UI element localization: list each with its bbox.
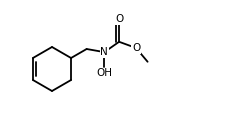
Text: O: O — [132, 43, 140, 53]
Text: O: O — [115, 14, 123, 24]
Text: N: N — [100, 47, 108, 57]
Text: OH: OH — [96, 68, 112, 78]
